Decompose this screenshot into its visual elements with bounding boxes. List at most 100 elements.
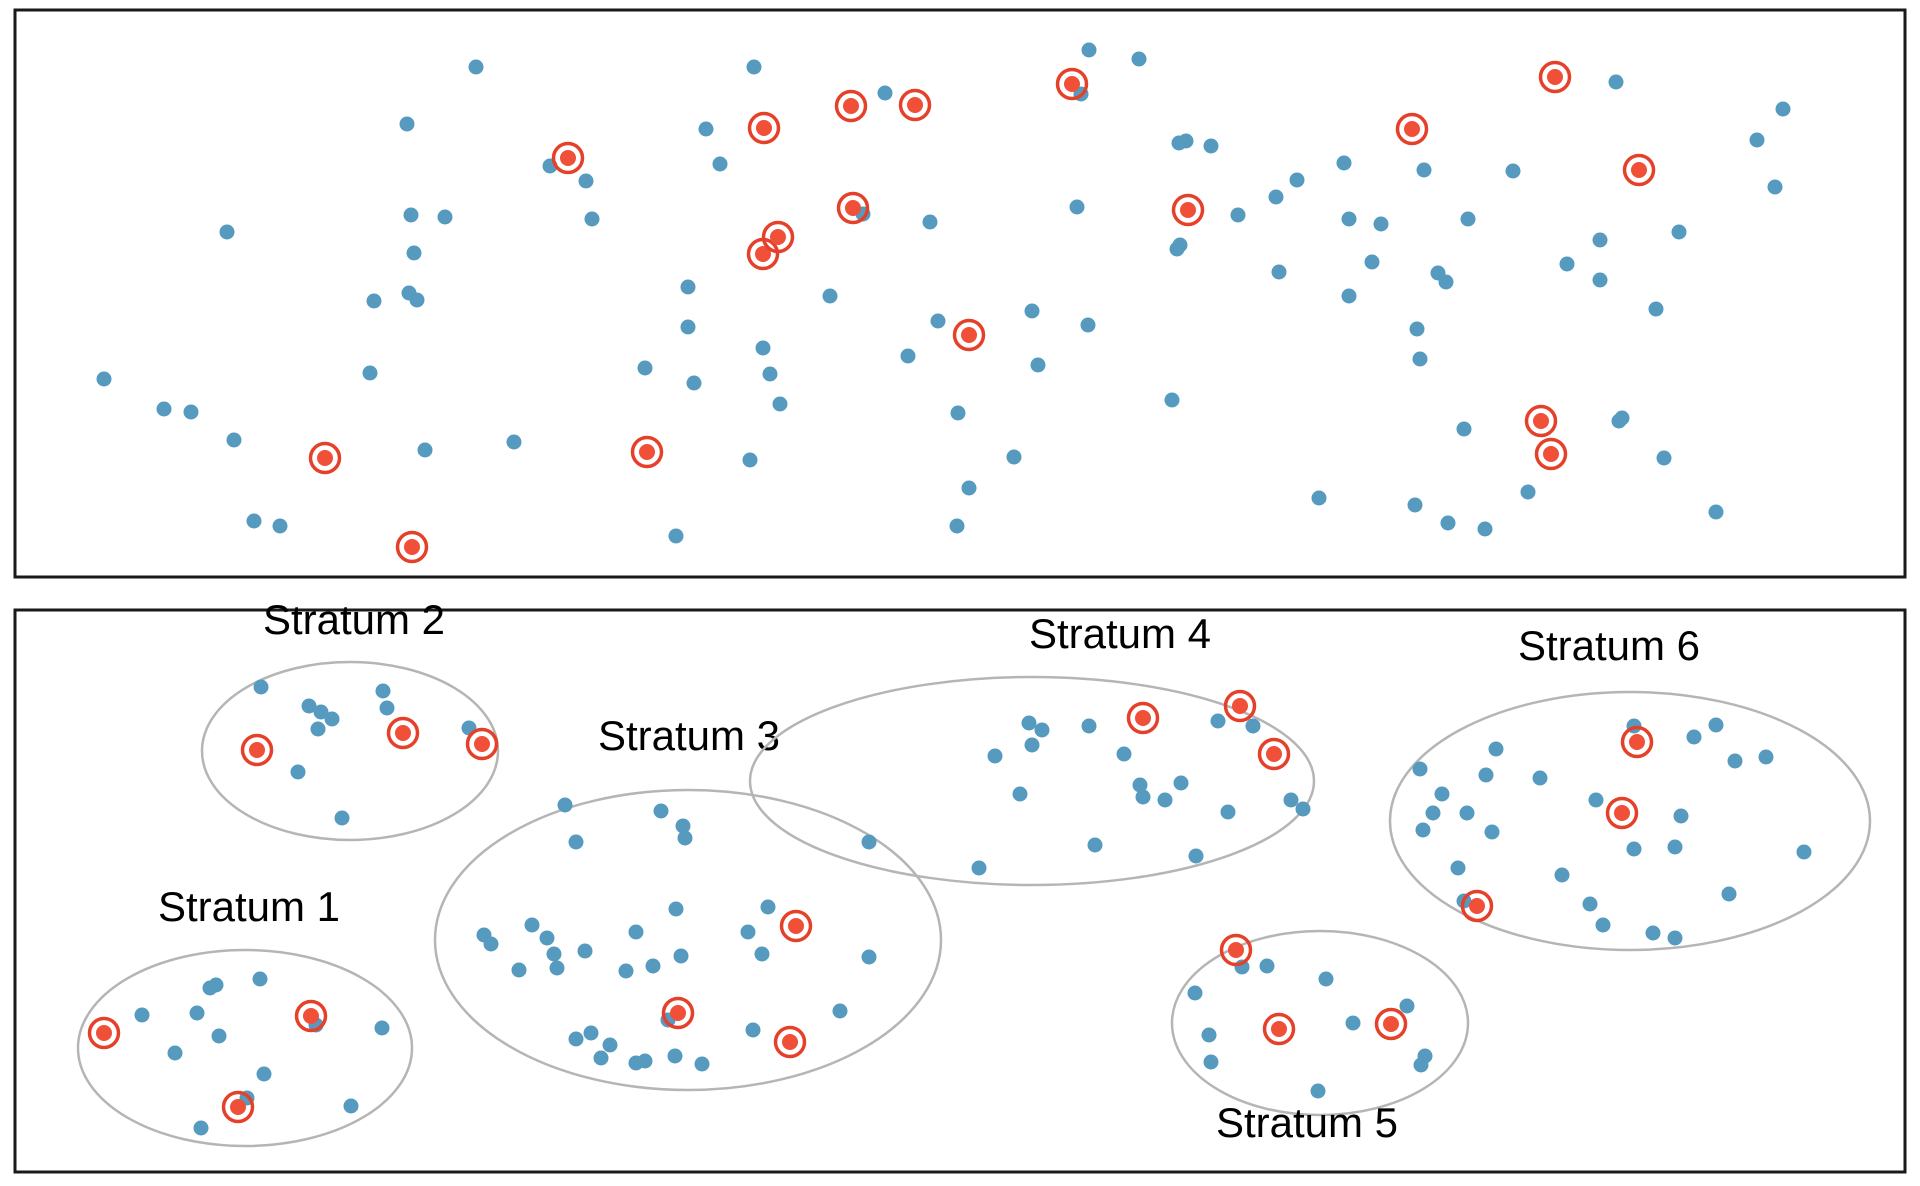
population-dot (1488, 741, 1504, 757)
population-dot (949, 518, 965, 534)
population-dot (1434, 786, 1450, 802)
population-dot (272, 518, 288, 534)
population-dot (1187, 985, 1203, 1001)
sampled-dot (1135, 710, 1151, 726)
sampled-dot (230, 1099, 246, 1115)
population-dot (1484, 824, 1500, 840)
population-dot (568, 1031, 584, 1047)
population-dot (1412, 761, 1428, 777)
population-dot (1080, 317, 1096, 333)
sampled-dot-ring (1534, 437, 1568, 471)
sampled-dot-ring (1262, 1012, 1296, 1046)
population-dot (930, 313, 946, 329)
population-dot (208, 977, 224, 993)
population-dot (861, 949, 877, 965)
sampled-dot-ring (1538, 60, 1572, 94)
population-dot (637, 360, 653, 376)
population-dot (1341, 288, 1357, 304)
population-dot (334, 810, 350, 826)
population-dot (1582, 896, 1598, 912)
population-dot (1460, 211, 1476, 227)
population-dot (653, 803, 669, 819)
population-dot (406, 245, 422, 261)
population-dot (1220, 804, 1236, 820)
population-dot (1268, 189, 1284, 205)
sampled-dot-ring (551, 141, 585, 175)
population-dot (366, 293, 382, 309)
population-dot (379, 700, 395, 716)
sampled-dot (303, 1008, 319, 1024)
population-dot (1409, 321, 1425, 337)
population-dot (1178, 133, 1194, 149)
population-dot (1024, 737, 1040, 753)
sampled-dot (1533, 413, 1549, 429)
sampled-dot (907, 97, 923, 113)
population-dot (1588, 792, 1604, 808)
sampled-dot (249, 742, 265, 758)
sampled-dot-ring (221, 1090, 255, 1124)
population-dot (1245, 718, 1261, 734)
sampled-dot (1228, 942, 1244, 958)
population-dot (578, 173, 594, 189)
population-dot (253, 679, 269, 695)
population-dot (950, 405, 966, 421)
population-dot (1686, 729, 1702, 745)
population-dot (1415, 822, 1431, 838)
stratum-ellipse-1 (76, 948, 414, 1148)
population-dot (252, 971, 268, 987)
population-dot (1318, 971, 1334, 987)
population-dot (1188, 848, 1204, 864)
population-dot (1440, 515, 1456, 531)
population-dot (193, 1120, 209, 1136)
population-dot (324, 711, 340, 727)
population-dot (1425, 805, 1441, 821)
population-dot (226, 432, 242, 448)
sampled-dot-ring (1126, 701, 1160, 735)
stratum-ellipse-2 (200, 660, 500, 842)
population-dot (1796, 844, 1812, 860)
sampled-dot (1469, 898, 1485, 914)
population-dot (156, 401, 172, 417)
sampled-dot (1631, 162, 1647, 178)
population-dot (1116, 746, 1132, 762)
population-dot (403, 207, 419, 223)
sampled-dot (782, 1034, 798, 1050)
population-dot (760, 899, 776, 915)
population-dot (524, 917, 540, 933)
population-dot (1667, 839, 1683, 855)
population-dot (822, 288, 838, 304)
population-dot (1081, 42, 1097, 58)
population-dot (1656, 450, 1672, 466)
sampled-dot-ring (1171, 193, 1205, 227)
population-dot (1412, 351, 1428, 367)
sampled-dot (1629, 734, 1645, 750)
population-dot (742, 452, 758, 468)
sampled-dot-ring (1395, 112, 1429, 146)
population-dot (374, 1020, 390, 1036)
sampled-dot (1266, 746, 1282, 762)
population-dot (583, 1025, 599, 1041)
population-dot (1373, 216, 1389, 232)
sampled-dot (670, 1005, 686, 1021)
population-dot (584, 211, 600, 227)
population-dot (686, 375, 702, 391)
population-dot (1336, 155, 1352, 171)
sampled-dot-ring (294, 999, 328, 1033)
population-dot (1708, 504, 1724, 520)
population-dot (680, 279, 696, 295)
sampled-dot-ring (87, 1016, 121, 1050)
population-dot (1478, 767, 1494, 783)
population-dot (593, 1050, 609, 1066)
population-dot (1671, 224, 1687, 240)
sampled-dot-ring (395, 530, 429, 564)
population-dot (437, 209, 453, 225)
population-dot (1203, 138, 1219, 154)
population-dot (1520, 484, 1536, 500)
sampled-dot (843, 98, 859, 114)
population-dot (1012, 786, 1028, 802)
population-dot (1069, 199, 1085, 215)
population-dot (134, 1007, 150, 1023)
population-dot (1459, 805, 1475, 821)
population-dot (698, 121, 714, 137)
population-dot (1132, 777, 1148, 793)
